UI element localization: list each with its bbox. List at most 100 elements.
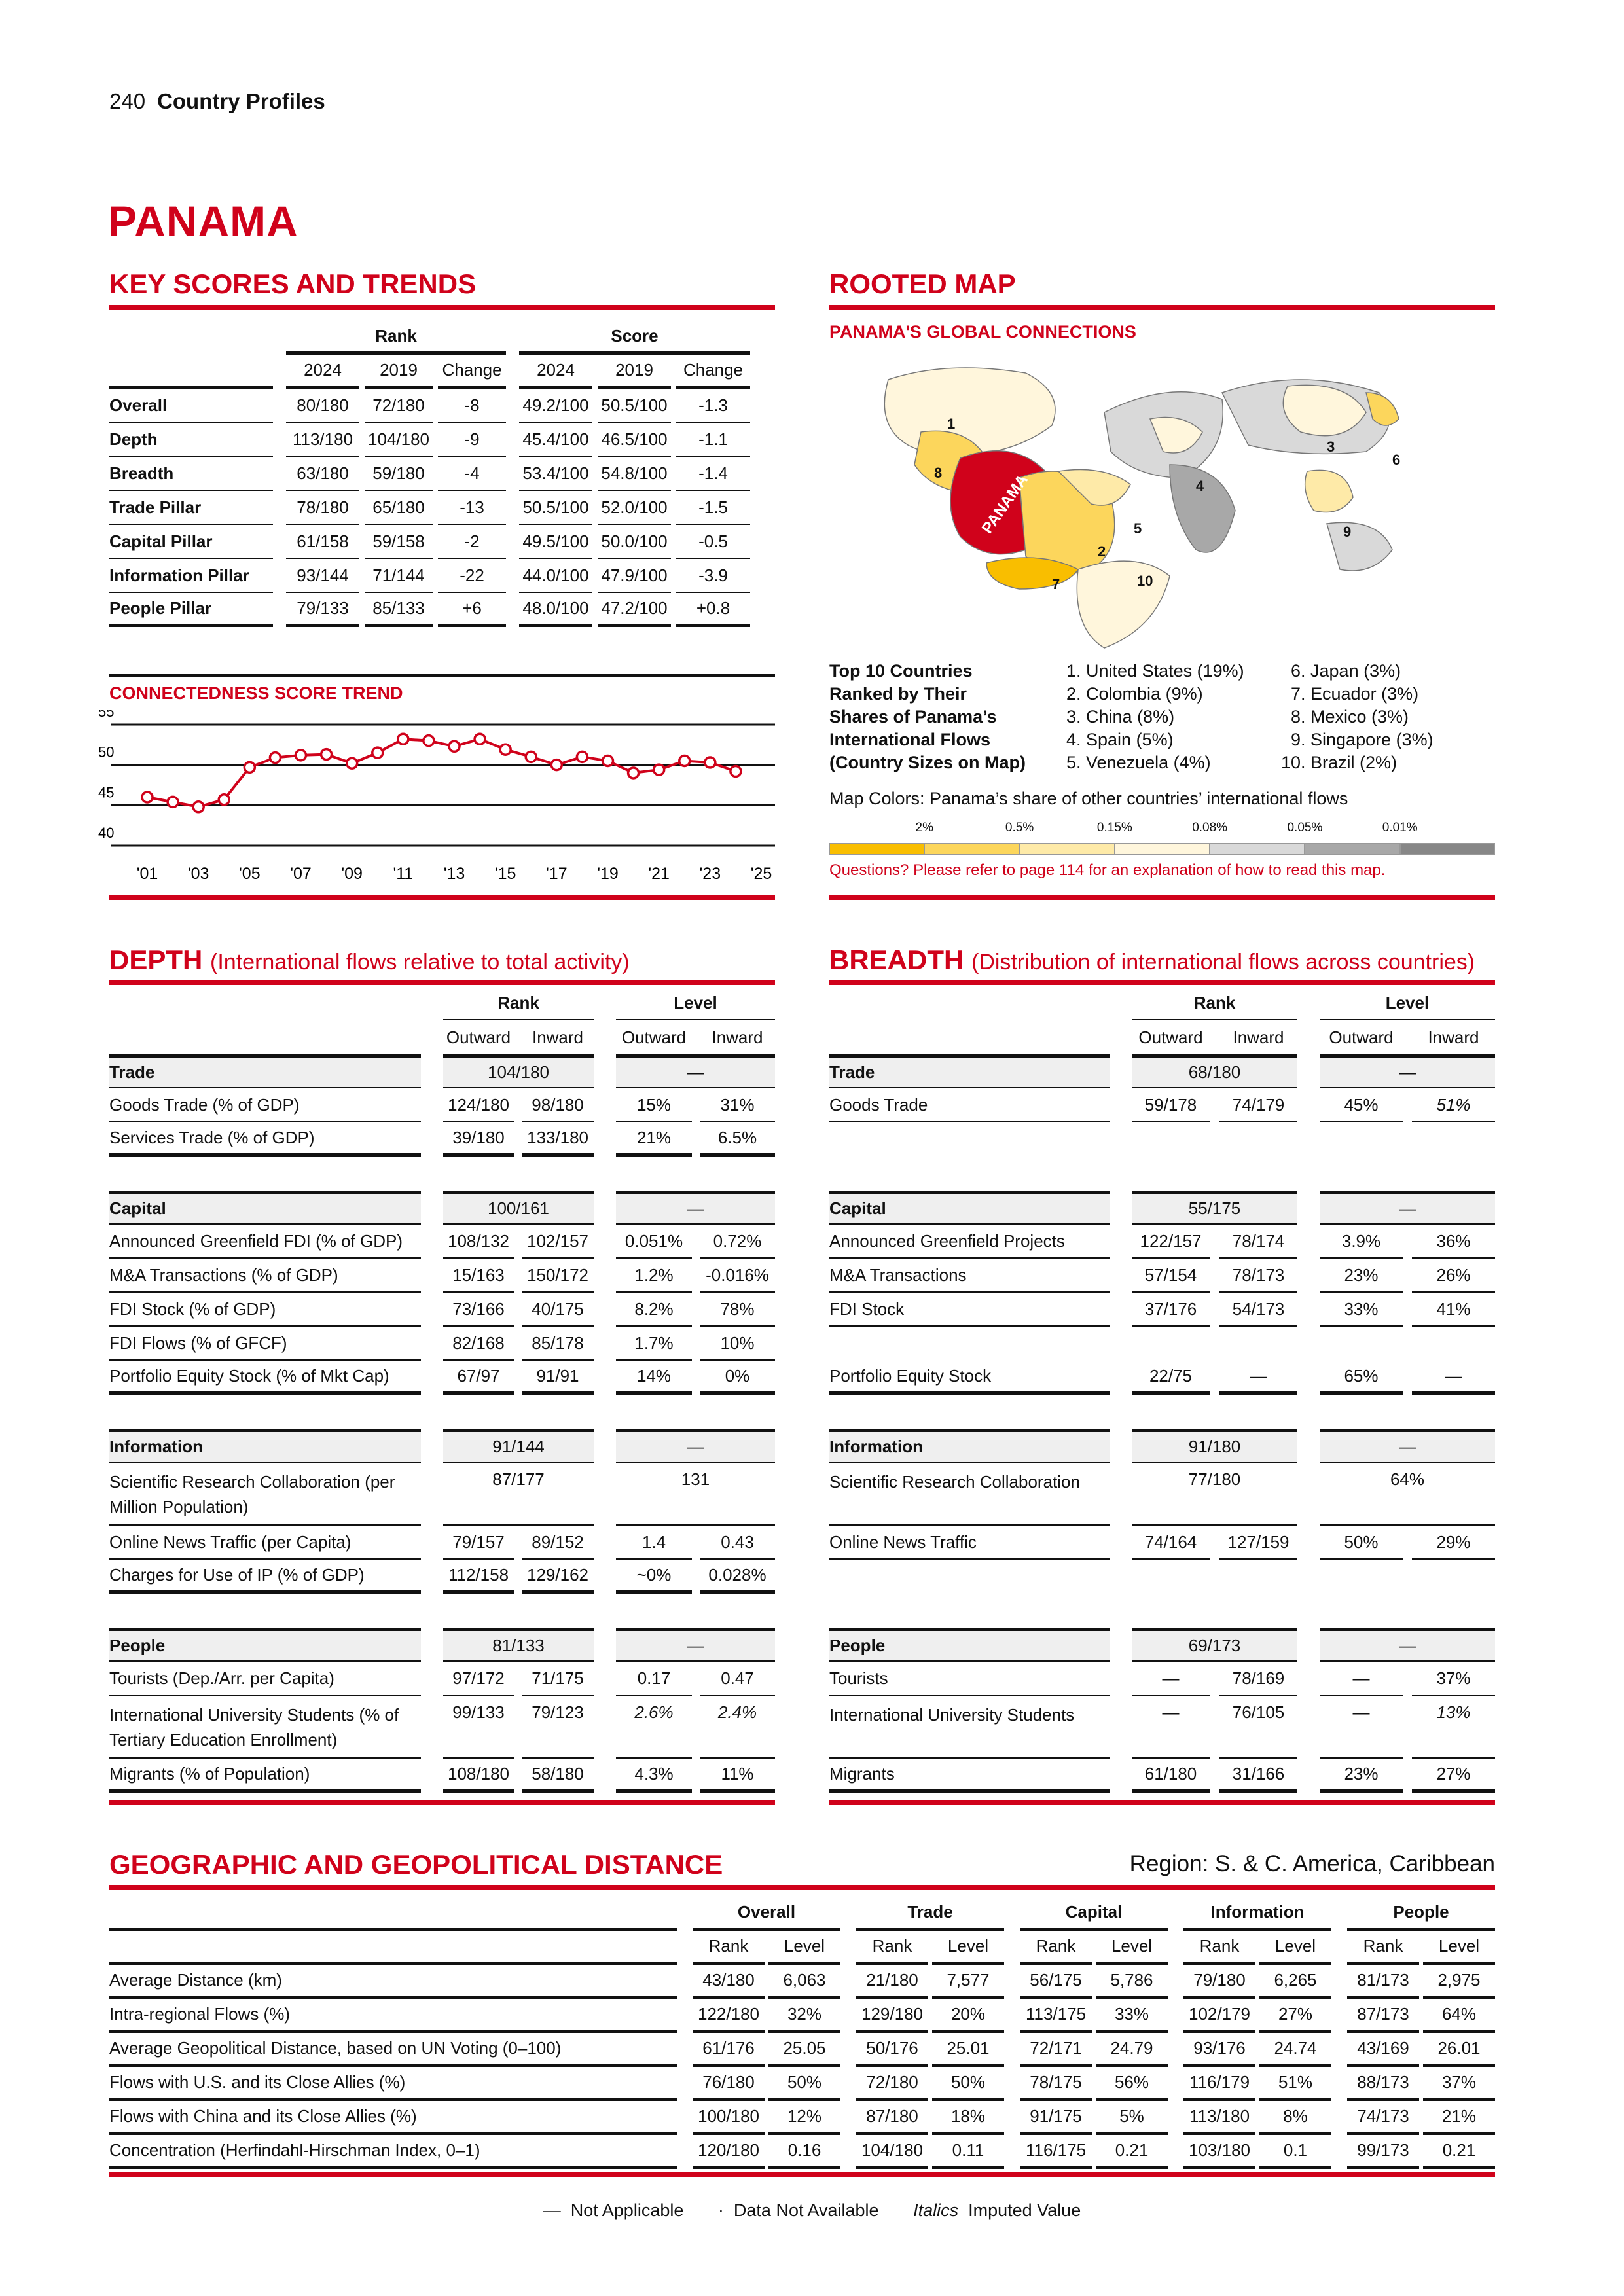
section-label: Information [109, 1429, 421, 1463]
divider [109, 1885, 1495, 1890]
table-cell: 116/175 [1020, 2135, 1092, 2169]
table-cell: 26% [1412, 1259, 1495, 1293]
table-cell: 0.11 [932, 2135, 1004, 2169]
table-cell: 74/164 [1132, 1526, 1210, 1560]
data-point [652, 763, 666, 776]
y-tick-label: 40 [98, 825, 114, 841]
table-row: Flows with China and its Close Allies (%… [109, 2101, 1495, 2135]
spacer [109, 1157, 775, 1191]
table-cell: 78/174 [1219, 1225, 1297, 1259]
table-cell: — [1219, 1361, 1297, 1395]
data-point [729, 764, 742, 778]
table-cell: 76/180 [693, 2067, 765, 2101]
table-row: FDI Stock 37/176 54/173 33% 41% [829, 1293, 1495, 1327]
table-cell: 97/172 [443, 1662, 514, 1696]
map-number: 4 [1196, 478, 1204, 494]
section-header-row: Trade 104/180 — [109, 1054, 775, 1088]
top10-item: 6. Japan (3%) [1291, 661, 1401, 681]
section-level: — [1320, 1628, 1495, 1662]
table-cell: 50.5/100 [598, 389, 671, 423]
table-cell: 124/180 [443, 1088, 514, 1122]
table-cell: 0.21 [1096, 2135, 1168, 2169]
table-row: Concentration (Herfindahl-Hirschman Inde… [109, 2135, 1495, 2169]
breadth-table: Rank Level Outward Inward Outward Inward Trade… [829, 986, 1495, 1793]
section-header-row: People 69/173 — [829, 1628, 1495, 1662]
map-help-note: Questions? Please refer to page 114 for … [829, 861, 1386, 879]
table-row: People Pillar 79/133 85/133 +6 48.0/100 47.2/… [109, 593, 775, 627]
table-cell: 85/178 [522, 1327, 594, 1361]
table-cell: 50% [932, 2067, 1004, 2101]
column-header: Outward [1329, 1027, 1394, 1047]
key-scores-table: Rank Score 2024 2019 Change 2024 2019 Change Ove… [109, 321, 775, 627]
table-cell: -13 [438, 491, 506, 525]
x-tick-label: '17 [546, 865, 568, 883]
table-cell: 87/180 [856, 2101, 928, 2135]
table-cell: 0.47 [700, 1662, 775, 1696]
table-cell: 37% [1423, 2067, 1495, 2101]
table-cell: 0.028% [700, 1560, 775, 1594]
level-cell: 64% [1320, 1463, 1495, 1526]
section-label: Capital [829, 1191, 1110, 1225]
x-tick-label: '21 [648, 865, 670, 883]
column-header: 2024 [286, 355, 359, 389]
level-cell: 131 [616, 1463, 775, 1526]
table-cell: 1.4 [616, 1526, 692, 1560]
spacer [829, 1594, 1495, 1628]
spacer [829, 1157, 1495, 1191]
table-cell: 50.0/100 [598, 525, 671, 559]
table-cell: 80/180 [286, 389, 359, 423]
table-cell: 24.74 [1259, 2033, 1331, 2067]
spacer [829, 1395, 1495, 1429]
legend-tick: 0.5% [1005, 821, 1034, 834]
row-label: Breadth [109, 457, 273, 491]
x-tick-label: '11 [393, 865, 413, 883]
table-cell: 50/176 [856, 2033, 928, 2067]
table-cell: 0.051% [616, 1225, 692, 1259]
table-cell: 0.72% [700, 1225, 775, 1259]
table-cell: 25.05 [768, 2033, 840, 2067]
table-cell: 5,786 [1096, 1965, 1168, 1999]
data-point [345, 757, 359, 770]
map-number: 7 [1052, 576, 1060, 592]
table-cell: 113/175 [1020, 1999, 1092, 2033]
table-cell: 20% [932, 1999, 1004, 2033]
table-cell: 0% [700, 1361, 775, 1395]
legend-tick: 0.05% [1287, 821, 1323, 834]
column-gap [421, 1696, 443, 1702]
table-cell: 88/173 [1347, 2067, 1419, 2101]
table-cell: 72/171 [1020, 2033, 1092, 2067]
table-cell: 72/180 [856, 2067, 928, 2101]
column-gap [692, 1696, 700, 1702]
table-cell: 59/180 [365, 457, 433, 491]
section-rank: 100/161 [443, 1191, 594, 1225]
table-cell: 113/180 [1183, 2101, 1255, 2135]
map-color-legend: 2% 0.5% 0.15% 0.08% 0.05% 0.01% [829, 818, 1495, 857]
section-header-row: Capital 55/175 — [829, 1191, 1495, 1225]
row-label: Goods Trade (% of GDP) [109, 1088, 421, 1122]
table-cell: 2,975 [1423, 1965, 1495, 1999]
section-level: — [616, 1429, 775, 1463]
data-point [550, 758, 564, 772]
top10-item: 1. United States (19%) [1066, 661, 1244, 681]
table-cell: 120/180 [693, 2135, 765, 2169]
column-header: Rank [1347, 1931, 1419, 1965]
row-label: Overall [109, 389, 273, 423]
divider [109, 1800, 775, 1805]
table-cell: 11% [700, 1759, 775, 1793]
table-cell: -9 [438, 423, 506, 457]
table-cell: 15% [616, 1088, 692, 1122]
divider [109, 305, 775, 310]
table-cell: 79/180 [1183, 1965, 1255, 1999]
table-cell: 108/180 [443, 1759, 514, 1793]
table-cell: 78/175 [1020, 2067, 1092, 2101]
table-row: International University Students —76/105… [829, 1696, 1495, 1759]
row-label: Scientific Research Collaboration [829, 1463, 1110, 1526]
top10-caption-line: Top 10 Countries [829, 661, 973, 681]
table-cell: 71/175 [522, 1662, 594, 1696]
row-label: Migrants [829, 1759, 1110, 1793]
section-header-row: Information 91/180 — [829, 1429, 1495, 1463]
table-cell: 116/179 [1183, 2067, 1255, 2101]
table-cell: — [1412, 1361, 1495, 1395]
section-rank: 55/175 [1132, 1191, 1297, 1225]
column-header: Level [768, 1931, 840, 1965]
